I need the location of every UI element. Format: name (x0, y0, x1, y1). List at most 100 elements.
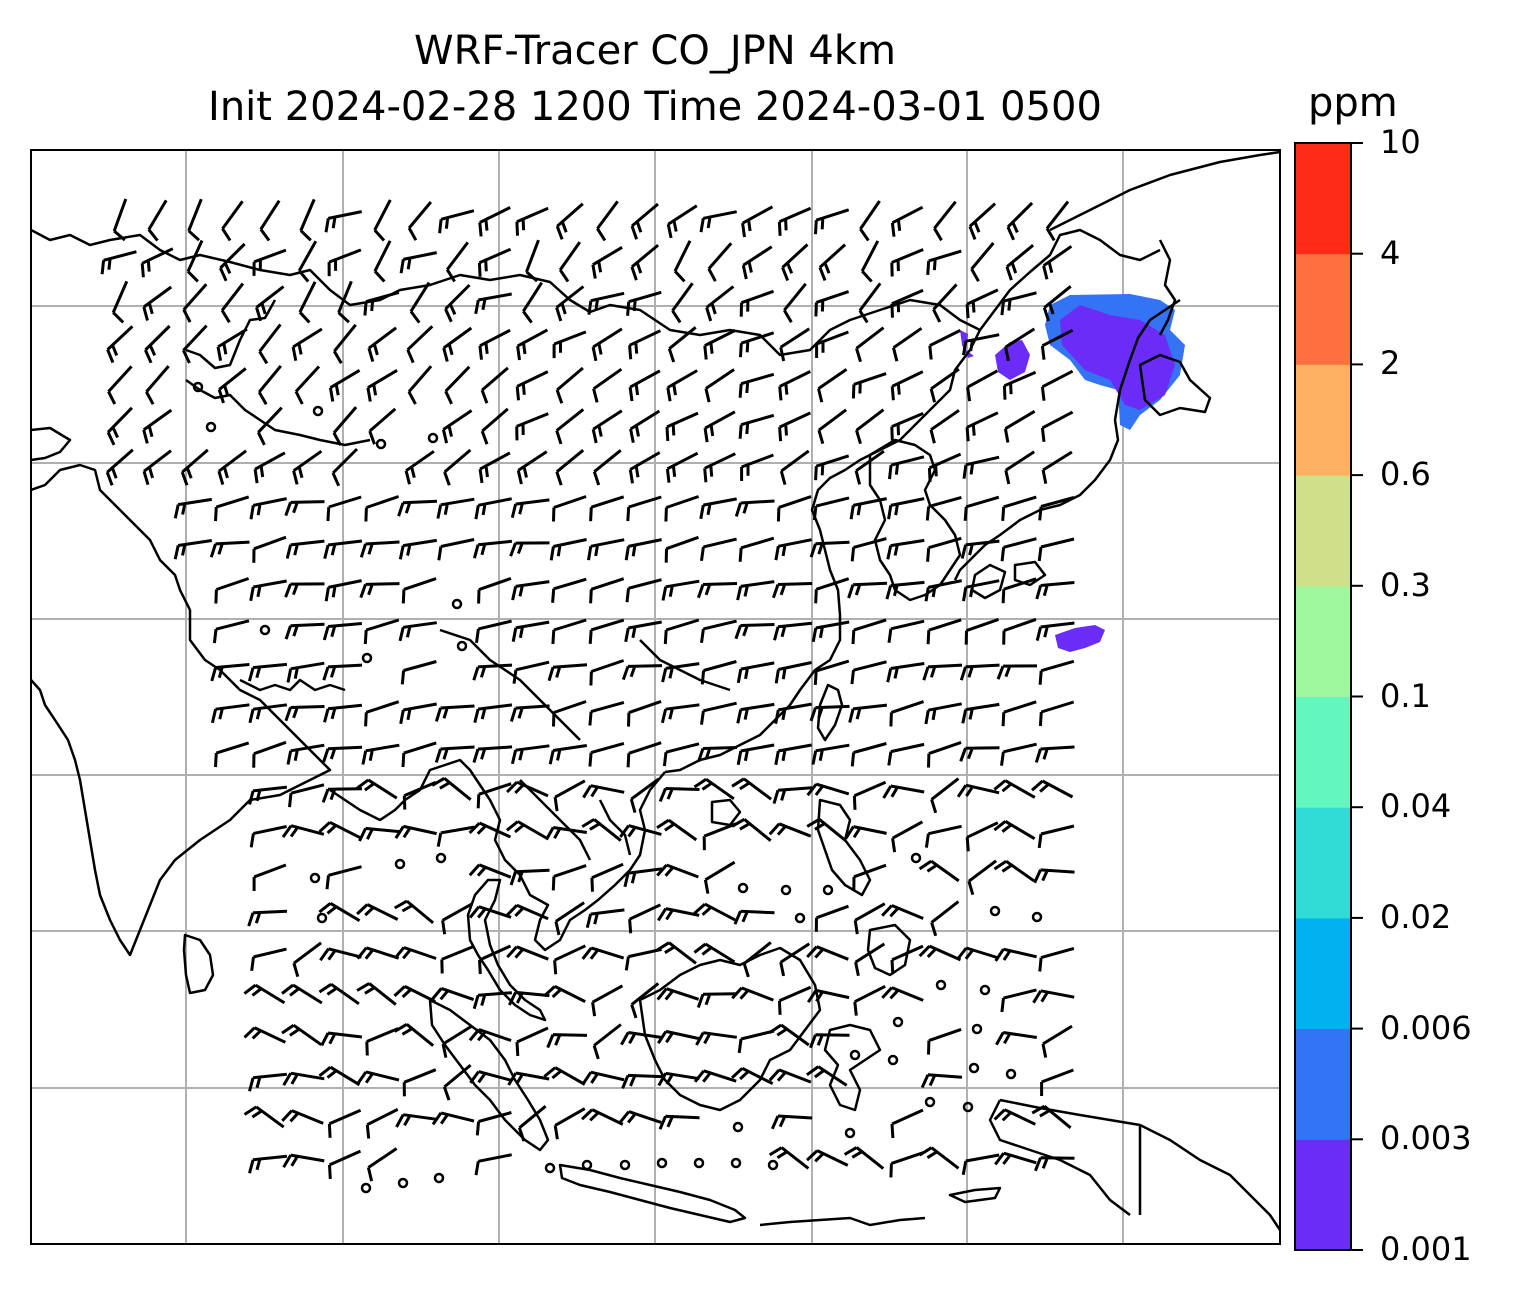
wind-barb (327, 1108, 362, 1138)
wind-barb (628, 369, 661, 402)
wind-barb (809, 1033, 850, 1049)
calm-marker (971, 1023, 983, 1035)
philippines-luzon (816, 798, 872, 897)
wind-barb (582, 784, 625, 799)
wind-barb (472, 745, 513, 763)
wind-barb (509, 868, 550, 886)
wind-barb (322, 745, 363, 763)
wind-barb (284, 500, 325, 517)
wind-barb (399, 251, 437, 274)
calm-wind-markers (192, 381, 1043, 1194)
wind-barb (887, 497, 925, 520)
colorbar-segment (1295, 917, 1351, 1030)
wind-barb (552, 700, 587, 727)
wind-barb (968, 202, 997, 240)
wind-barb (548, 744, 588, 765)
wind-barb (398, 538, 438, 560)
wind-barb (442, 1063, 472, 1101)
calm-marker (962, 1101, 974, 1113)
wind-barb (434, 745, 475, 763)
wind-barb (922, 663, 963, 681)
wind-barb (959, 746, 1000, 762)
wind-barb (107, 365, 133, 405)
colorbar-segment (1295, 253, 1351, 365)
wind-barb (147, 199, 168, 242)
wind-barb (217, 367, 247, 404)
wind-barb (436, 825, 475, 847)
wind-barb (551, 864, 587, 891)
wind-barb (361, 743, 400, 765)
wind-barb (401, 577, 437, 604)
wind-barb (440, 945, 474, 974)
wind-barb (364, 700, 400, 727)
wind-barb (145, 365, 170, 405)
wind-barb (282, 1071, 325, 1087)
colorbar-ticks (1351, 142, 1363, 1251)
calm-marker (979, 984, 991, 996)
wind-barb (959, 663, 1000, 681)
wind-barb (217, 449, 247, 486)
wind-barb (774, 743, 812, 766)
wind-barb (926, 536, 962, 562)
wind-barb (474, 292, 512, 315)
calm-marker (693, 1157, 705, 1169)
colorbar-segment (1295, 585, 1351, 697)
wind-barb (220, 282, 245, 324)
wind-barb (927, 740, 962, 768)
wind-barb (592, 367, 623, 403)
borneo (638, 946, 822, 1112)
java (558, 1163, 747, 1224)
wind-barb (512, 660, 550, 684)
wind-barb (1040, 1068, 1074, 1096)
colorbar-tick-label: 4 (1380, 233, 1401, 272)
wind-barb (1000, 291, 1037, 316)
wind-barb (890, 1108, 924, 1139)
wind-barb (1001, 700, 1037, 727)
wind-barb (365, 1108, 399, 1139)
wind-barb (588, 741, 625, 767)
wind-barb (407, 201, 433, 241)
wind-barb (214, 741, 250, 768)
wind-barb (995, 1031, 1038, 1046)
wind-barb (1001, 577, 1037, 604)
wind-barb (111, 280, 129, 324)
wind-barb (730, 1066, 774, 1086)
wind-barb (319, 947, 362, 962)
wind-barb (580, 1108, 624, 1126)
wind-barb (243, 1105, 285, 1129)
wind-barb (472, 991, 513, 1010)
wind-barb (434, 704, 475, 722)
wind-barb (737, 1029, 775, 1054)
wind-barb (591, 984, 624, 1017)
wind-barb (736, 580, 775, 601)
wind-barb (663, 618, 700, 645)
colorbar-tick-label: 0.001 (1380, 1230, 1472, 1268)
wind-barb (441, 1024, 473, 1059)
wind-barb (656, 863, 699, 879)
wind-barb (812, 496, 850, 521)
calm-marker (737, 882, 749, 894)
wind-barb (626, 741, 662, 768)
wind-barb (850, 537, 887, 562)
wind-barb (854, 942, 886, 977)
wind-barb (281, 824, 325, 838)
wind-barb (770, 1114, 813, 1130)
wind-barb (920, 1073, 963, 1089)
calm-marker (205, 421, 217, 433)
wind-barb (445, 241, 469, 283)
wind-barb (581, 818, 622, 842)
wind-barb (620, 1031, 663, 1046)
wind-barb (925, 495, 962, 521)
wind-barb (671, 282, 694, 324)
wind-barb (1038, 496, 1075, 521)
wind-barb (1037, 824, 1075, 849)
wind-barb (621, 1073, 663, 1089)
wind-barb (438, 209, 475, 234)
wind-barb (476, 782, 512, 809)
wind-barb (1006, 201, 1034, 241)
wind-barb (742, 941, 772, 978)
wind-barb (444, 365, 471, 405)
wind-barb (284, 582, 325, 598)
wind-barb (259, 199, 281, 242)
wind-barb (363, 290, 400, 316)
